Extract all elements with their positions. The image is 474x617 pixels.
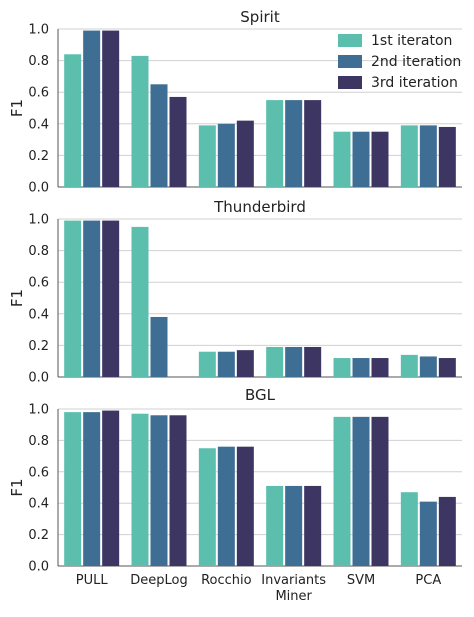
- y-tick-label: 0.6: [28, 276, 49, 291]
- bar-spirit-deeplog-s3: [169, 96, 187, 187]
- bar-spirit-rocchio-s3: [236, 120, 254, 187]
- bar-bgl-pca-s1: [400, 492, 418, 566]
- bar-thunderbird-rocchio-s3: [236, 350, 254, 377]
- bar-spirit-invariants-miner-s2: [285, 100, 303, 187]
- x-tick-label: PULL: [76, 573, 109, 588]
- legend-entry-label: 3rd iteration: [371, 75, 458, 91]
- y-tick-label: 0.2: [28, 528, 49, 543]
- y-tick-label: 0.0: [28, 181, 49, 196]
- bar-spirit-deeplog-s2: [150, 84, 168, 187]
- bar-bgl-pca-s3: [438, 496, 456, 566]
- y-tick-label: 0.6: [28, 465, 49, 480]
- bar-bgl-deeplog-s1: [131, 413, 149, 566]
- bar-thunderbird-pca-s2: [419, 356, 437, 377]
- y-tick-label: 0.2: [28, 339, 49, 354]
- x-tick-label: SVM: [347, 573, 375, 588]
- bar-thunderbird-svm-s2: [352, 358, 370, 377]
- bar-spirit-rocchio-s2: [217, 123, 235, 187]
- y-axis-label: F1: [8, 99, 26, 117]
- bar-thunderbird-deeplog-s2: [150, 316, 168, 377]
- bar-bgl-svm-s3: [371, 416, 389, 566]
- bar-spirit-pull-s3: [102, 30, 120, 187]
- bar-bgl-svm-s1: [333, 416, 351, 566]
- y-tick-label: 0.4: [28, 307, 49, 322]
- y-axis-label: F1: [8, 478, 26, 496]
- y-tick-label: 0.8: [28, 244, 49, 259]
- bar-spirit-pca-s3: [438, 126, 456, 187]
- bar-spirit-rocchio-s1: [198, 125, 216, 187]
- bar-bgl-invariants-miner-s1: [266, 485, 284, 566]
- bar-thunderbird-pull-s3: [102, 220, 120, 377]
- bar-bgl-rocchio-s2: [217, 446, 235, 566]
- x-tick-label: Miner: [275, 589, 312, 604]
- bar-thunderbird-invariants-miner-s1: [266, 346, 284, 377]
- bar-spirit-invariants-miner-s1: [266, 100, 284, 187]
- panel-title: Thunderbird: [213, 198, 306, 216]
- legend-swatch: [338, 76, 362, 89]
- panel-title: BGL: [245, 386, 276, 404]
- bar-bgl-rocchio-s3: [236, 446, 254, 566]
- y-tick-label: 0.8: [28, 54, 49, 69]
- bar-thunderbird-invariants-miner-s3: [304, 346, 322, 377]
- y-tick-label: 1.0: [28, 213, 49, 228]
- bar-bgl-svm-s2: [352, 416, 370, 566]
- x-tick-label: Rocchio: [201, 573, 252, 588]
- bar-thunderbird-pca-s3: [438, 358, 456, 377]
- bar-bgl-deeplog-s2: [150, 415, 168, 566]
- x-tick-label: Invariants: [261, 573, 326, 588]
- bar-bgl-rocchio-s1: [198, 448, 216, 566]
- bar-bgl-pull-s2: [83, 412, 101, 566]
- legend-entry-label: 1st iteraton: [371, 33, 452, 49]
- bar-thunderbird-deeplog-s1: [131, 226, 149, 377]
- y-tick-label: 0.6: [28, 86, 49, 101]
- bar-thunderbird-rocchio-s1: [198, 351, 216, 377]
- y-tick-label: 0.0: [28, 560, 49, 575]
- y-tick-label: 0.4: [28, 117, 49, 132]
- y-axis-label: F1: [8, 289, 26, 307]
- bar-spirit-pca-s1: [400, 125, 418, 187]
- bar-spirit-pca-s2: [419, 125, 437, 187]
- bar-spirit-svm-s1: [333, 131, 351, 187]
- bar-bgl-invariants-miner-s3: [304, 485, 322, 566]
- legend-swatch: [338, 55, 362, 68]
- legend-entry-label: 2nd iteration: [371, 54, 461, 70]
- bar-thunderbird-pull-s2: [83, 220, 101, 377]
- bar-spirit-pull-s1: [64, 54, 82, 187]
- legend-swatch: [338, 34, 362, 47]
- panel-title: Spirit: [240, 8, 280, 26]
- bar-spirit-invariants-miner-s3: [304, 100, 322, 187]
- bar-bgl-deeplog-s3: [169, 415, 187, 566]
- bar-thunderbird-svm-s3: [371, 358, 389, 377]
- bar-thunderbird-rocchio-s2: [217, 351, 235, 377]
- y-tick-label: 0.2: [28, 149, 49, 164]
- x-tick-label: DeepLog: [130, 573, 187, 588]
- x-tick-label: PCA: [415, 573, 441, 588]
- bar-thunderbird-invariants-miner-s2: [285, 346, 303, 377]
- bar-thunderbird-pca-s1: [400, 354, 418, 377]
- bar-bgl-pull-s1: [64, 412, 82, 566]
- bar-bgl-pull-s3: [102, 410, 120, 566]
- bar-spirit-svm-s3: [371, 131, 389, 187]
- bar-bgl-pca-s2: [419, 501, 437, 566]
- bar-bgl-invariants-miner-s2: [285, 485, 303, 566]
- y-tick-label: 1.0: [28, 23, 49, 38]
- bar-spirit-svm-s2: [352, 131, 370, 187]
- bar-thunderbird-pull-s1: [64, 220, 82, 377]
- bar-spirit-deeplog-s1: [131, 55, 149, 187]
- bar-thunderbird-svm-s1: [333, 358, 351, 377]
- y-tick-label: 1.0: [28, 403, 49, 418]
- bar-spirit-pull-s2: [83, 30, 101, 187]
- y-tick-label: 0.8: [28, 434, 49, 449]
- y-tick-label: 0.4: [28, 497, 49, 512]
- y-tick-label: 0.0: [28, 371, 49, 386]
